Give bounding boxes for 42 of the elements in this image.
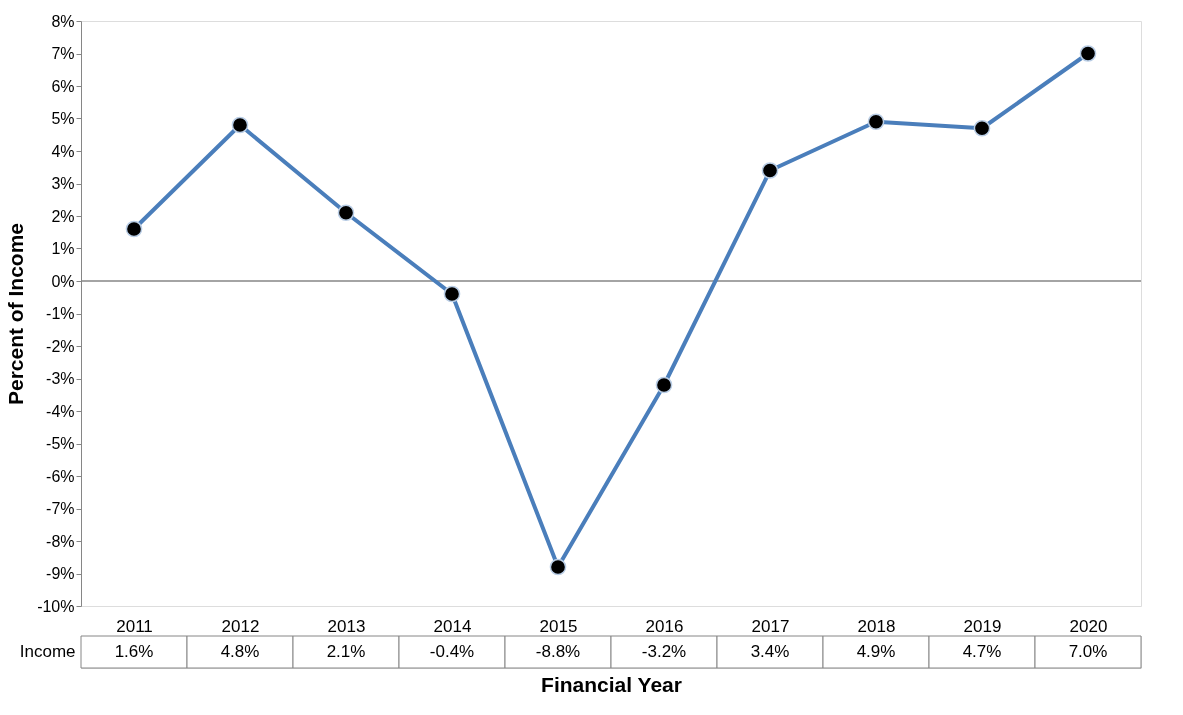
x-tick-label: 2014 [433,616,472,636]
data-label: -8.8% [535,642,581,661]
x-tick-label: 2018 [857,616,896,636]
y-tick-label: -8% [46,532,75,550]
data-label: 3.4% [750,642,790,661]
y-tick-label: -5% [46,435,75,452]
data-label: 4.8% [220,642,260,661]
data-label: -3.2% [641,642,687,661]
y-tick-label: -10% [37,597,75,615]
x-tick-label: 2011 [116,616,153,636]
y-tick-label: -4% [46,402,75,420]
x-axis-title: Financial Year [541,672,682,696]
x-tick-label: 2017 [751,616,790,636]
x-tick-label: 2020 [1069,616,1108,636]
data-label: 2.1% [326,642,366,661]
x-tick-label: 2013 [327,616,366,636]
y-tick-label: -6% [46,467,75,485]
y-tick-label: 6% [51,77,75,95]
y-tick-label: 3% [51,175,75,192]
data-label: 1.6% [114,642,154,661]
y-tick-label: -1% [46,305,75,322]
y-tick-label: -7% [46,500,75,517]
y-tick-label: 2% [51,207,75,225]
y-tick-label: -3% [46,370,75,387]
data-label: 4.7% [962,642,1002,661]
x-tick-label: 2015 [539,616,578,636]
y-tick-label: -2% [46,337,75,355]
data-label: -0.4% [429,642,475,661]
y-tick-label: -9% [46,565,75,582]
y-tick-label: 4% [51,142,75,160]
data-label: 7.0% [1068,642,1108,661]
y-tick-label: 1% [51,240,75,257]
y-tick-label: 0% [51,272,75,290]
y-tick-label: 8% [51,12,75,30]
text: Income [19,642,76,661]
y-axis-title: Percent of Income [4,222,28,406]
y-tick-label: 5% [51,110,75,127]
x-tick-label: 2019 [963,616,1002,636]
data-label: 4.9% [856,642,896,661]
x-tick-label: 2016 [645,616,684,636]
x-tick-label: 2012 [221,616,260,636]
y-tick-label: 7% [51,45,75,62]
